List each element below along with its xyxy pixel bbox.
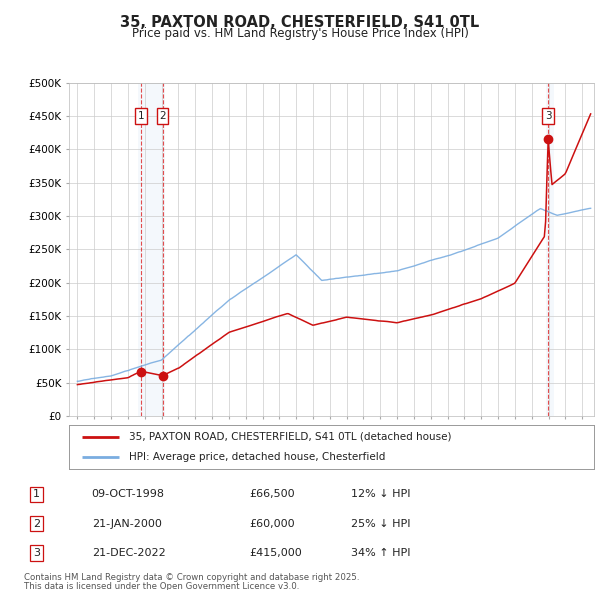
- Text: This data is licensed under the Open Government Licence v3.0.: This data is licensed under the Open Gov…: [24, 582, 299, 590]
- Text: 21-JAN-2000: 21-JAN-2000: [92, 519, 161, 529]
- Text: Price paid vs. HM Land Registry's House Price Index (HPI): Price paid vs. HM Land Registry's House …: [131, 27, 469, 40]
- Text: 12% ↓ HPI: 12% ↓ HPI: [351, 489, 410, 499]
- Text: 1: 1: [33, 489, 40, 499]
- Text: £415,000: £415,000: [250, 548, 302, 558]
- Text: 3: 3: [33, 548, 40, 558]
- Text: 25% ↓ HPI: 25% ↓ HPI: [351, 519, 410, 529]
- Text: 21-DEC-2022: 21-DEC-2022: [92, 548, 166, 558]
- Text: £66,500: £66,500: [250, 489, 295, 499]
- Text: 2: 2: [159, 111, 166, 121]
- Text: 09-OCT-1998: 09-OCT-1998: [92, 489, 164, 499]
- Bar: [139, 83, 165, 416]
- Text: 2: 2: [33, 519, 40, 529]
- Text: 35, PAXTON ROAD, CHESTERFIELD, S41 0TL: 35, PAXTON ROAD, CHESTERFIELD, S41 0TL: [121, 15, 479, 30]
- Text: 34% ↑ HPI: 34% ↑ HPI: [351, 548, 410, 558]
- Text: 35, PAXTON ROAD, CHESTERFIELD, S41 0TL (detached house): 35, PAXTON ROAD, CHESTERFIELD, S41 0TL (…: [130, 432, 452, 442]
- Text: 3: 3: [545, 111, 551, 121]
- Text: HPI: Average price, detached house, Chesterfield: HPI: Average price, detached house, Ches…: [130, 452, 386, 462]
- Text: Contains HM Land Registry data © Crown copyright and database right 2025.: Contains HM Land Registry data © Crown c…: [24, 573, 359, 582]
- Bar: [545, 83, 554, 416]
- Text: £60,000: £60,000: [250, 519, 295, 529]
- Text: 1: 1: [137, 111, 144, 121]
